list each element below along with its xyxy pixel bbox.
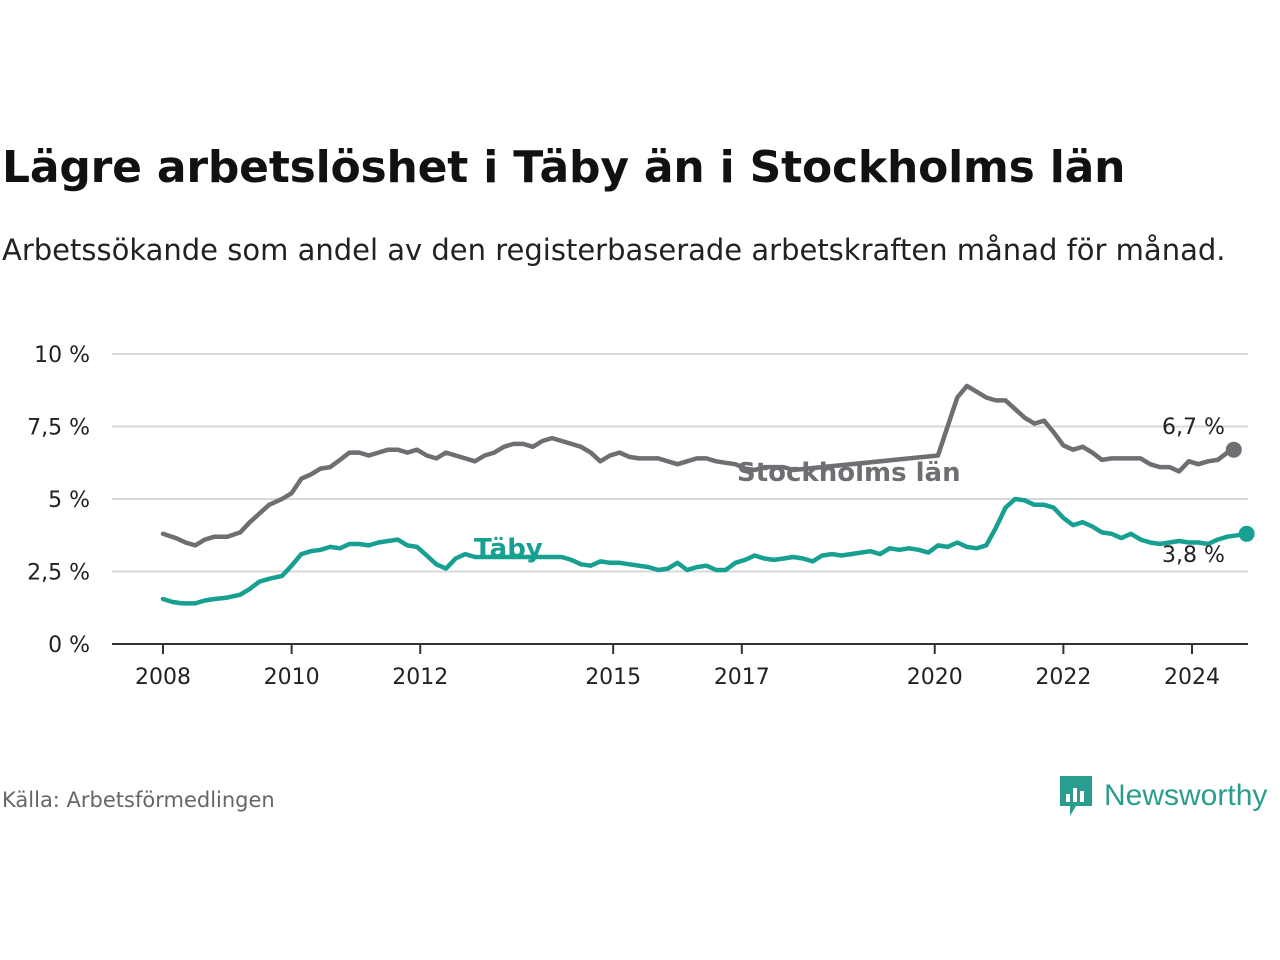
brand-logo: Newsworthy — [1058, 774, 1267, 818]
x-tick-label: 2008 — [135, 665, 191, 690]
x-tick-label: 2010 — [264, 665, 320, 690]
source-note: Källa: Arbetsförmedlingen — [2, 788, 275, 812]
chart-subtitle: Arbetssökande som andel av den registerb… — [2, 233, 1226, 267]
series-line-taby — [160, 496, 1249, 606]
y-tick-label: 7,5 % — [27, 416, 90, 441]
series-lines — [160, 383, 1255, 606]
x-tick-label: 2017 — [714, 665, 770, 690]
series-line-stockholm — [160, 383, 1237, 548]
end-point-taby — [1238, 525, 1255, 542]
series-label-taby: Täby — [474, 534, 543, 564]
series-label-stockholm: Stockholms län — [737, 458, 961, 488]
x-tick-label: 2020 — [907, 665, 963, 690]
x-tick-label: 2012 — [392, 665, 448, 690]
end-label-taby: 3,8 % — [1162, 543, 1225, 568]
newsworthy-logo-icon — [1060, 776, 1092, 816]
y-tick-label: 2,5 % — [27, 561, 90, 586]
end-point-stockholm — [1225, 441, 1242, 458]
x-tick-label: 2015 — [585, 665, 641, 690]
end-label-stockholm: 6,7 % — [1162, 415, 1225, 440]
series-labels: Stockholms län Täby 6,7 % 3,8 % — [474, 415, 1225, 568]
axes: 0 % 2,5 % 5 % 7,5 % 10 % 2008 2010 2012 2015 2017… — [27, 343, 1248, 690]
grid-lines — [112, 353, 1248, 573]
chart-title: Lägre arbetslöshet i Täby än i Stockholm… — [2, 142, 1126, 193]
y-tick-label: 5 % — [48, 488, 90, 513]
y-tick-label: 0 % — [48, 633, 90, 658]
x-tick-label: 2024 — [1164, 665, 1220, 690]
brand-name: Newsworthy — [1104, 779, 1268, 812]
y-tick-label: 10 % — [34, 343, 90, 368]
x-tick-label: 2022 — [1035, 665, 1091, 690]
